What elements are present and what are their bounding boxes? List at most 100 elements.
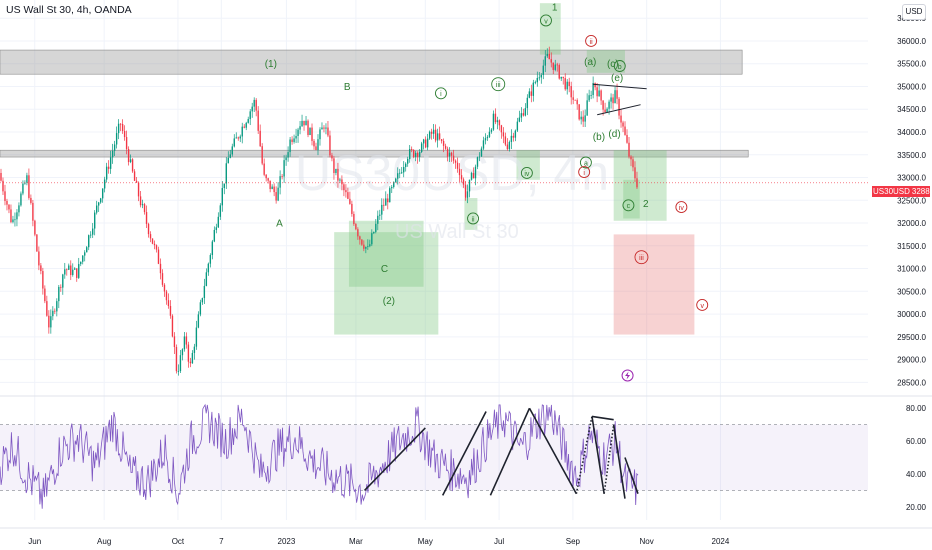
candle-body [231, 146, 233, 155]
candle-body [452, 155, 455, 161]
candle-body [273, 186, 275, 193]
candle-body [594, 83, 596, 88]
candle-body [22, 183, 24, 194]
candle-body [323, 127, 325, 129]
wave-label: ii [471, 216, 475, 223]
candle-body [576, 100, 578, 105]
candle-body [68, 265, 70, 270]
red-zone [613, 234, 695, 335]
rsi-trendline [612, 424, 626, 499]
candle-body [359, 236, 361, 240]
wave-label: b [618, 64, 622, 71]
candle-body [181, 349, 184, 356]
candle-body [321, 127, 323, 130]
candle-body [546, 53, 548, 57]
last-price-symbol: US30USD [873, 187, 910, 196]
candle-body [602, 100, 604, 110]
candle-body [401, 172, 403, 174]
candle-body [293, 138, 295, 142]
main-pane-grid [0, 0, 868, 520]
candle-body [385, 198, 387, 206]
candle-body [277, 187, 279, 201]
candle-body [52, 310, 54, 317]
candle-body [592, 83, 594, 96]
candle-body [333, 158, 335, 173]
candle-body [614, 90, 616, 104]
candle-body [347, 192, 349, 199]
candle-body [379, 214, 381, 216]
candle-body [299, 126, 301, 130]
candle-body [18, 205, 20, 213]
candle-body [367, 246, 369, 248]
price-tick-label: 31000.0 [897, 265, 926, 274]
candle-body [115, 133, 118, 145]
candle-body [185, 336, 188, 345]
candle-body [241, 126, 243, 137]
candle-body [12, 219, 14, 223]
candle-body [235, 137, 237, 139]
candle-body [267, 178, 269, 181]
candle-body [173, 336, 176, 348]
time-tick-label: Jun [28, 537, 41, 546]
candle-body [191, 352, 194, 364]
price-axis: 36500.036000.035500.035000.034500.034000… [870, 0, 932, 550]
candle-body [618, 98, 620, 116]
price-tick-label: 34000.0 [897, 128, 926, 137]
price-tick-label: 32000.0 [897, 219, 926, 228]
candle-body [307, 120, 309, 135]
candle-body [353, 213, 355, 225]
candle-body [257, 110, 259, 131]
candle-body [271, 186, 273, 190]
candle-body [90, 234, 92, 236]
price-tick-label: 30000.0 [897, 310, 926, 319]
candle-body [486, 136, 489, 139]
candle-body [375, 223, 377, 232]
candle-body [442, 141, 445, 146]
wave-label-circle [634, 250, 649, 265]
candle-body [331, 155, 333, 159]
candle-body [588, 95, 590, 101]
green-zone [613, 150, 667, 221]
candle-body [560, 76, 562, 79]
time-tick-label: 7 [219, 537, 224, 546]
candle-body [345, 190, 347, 193]
wave-label: c [627, 203, 631, 210]
wave-label: B [344, 82, 351, 93]
candle-body [151, 238, 154, 244]
candle-body [165, 291, 168, 301]
candle-body [193, 346, 196, 353]
wave-label: i [440, 91, 442, 98]
candle-body [608, 101, 610, 109]
candle-body [622, 122, 624, 127]
candle-body [540, 74, 542, 78]
wave-label: (d) [608, 129, 620, 140]
price-zones [0, 3, 749, 335]
wave-label-circle [696, 299, 709, 311]
candle-body [201, 298, 204, 303]
candle-body [612, 97, 614, 104]
wave-label: (b) [593, 132, 605, 143]
flash-icon[interactable] [621, 369, 634, 382]
green-zone [623, 179, 640, 219]
candle-body [143, 204, 146, 213]
currency-badge[interactable]: USD [902, 4, 926, 20]
candle-body [42, 271, 44, 289]
candle-body [64, 269, 66, 275]
time-tick-label: Oct [172, 537, 185, 546]
candle-body [572, 97, 574, 100]
candle-body [393, 181, 395, 188]
wave-label-circle [520, 167, 533, 179]
candlesticks [0, 46, 872, 376]
candle-body [295, 136, 297, 139]
flash-icon-bolt [625, 371, 631, 380]
candle-body [239, 136, 241, 139]
rsi-trendline [528, 407, 578, 495]
time-tick-label: Jul [494, 537, 504, 546]
candle-body [343, 184, 345, 191]
candle-body [538, 77, 540, 79]
candle-body [82, 255, 84, 262]
candle-body [175, 347, 178, 372]
